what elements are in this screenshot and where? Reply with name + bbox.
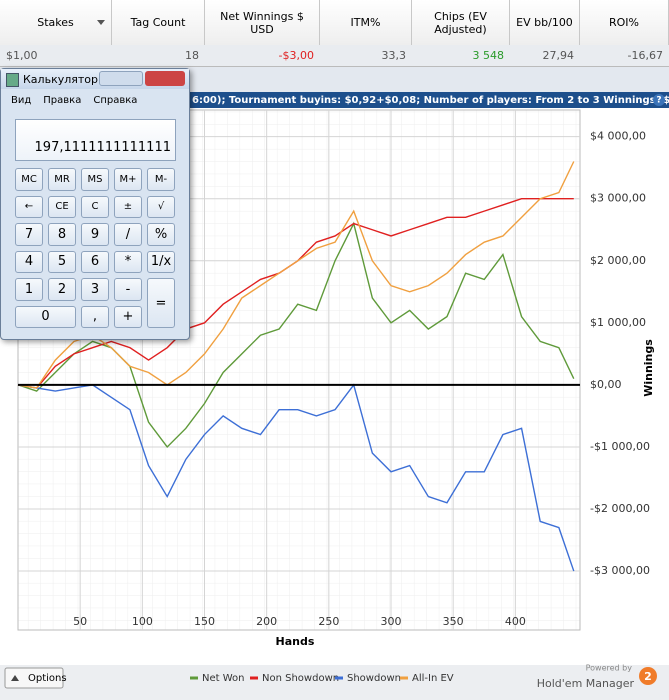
column-header[interactable]: Chips (EV Adjusted)	[412, 0, 510, 45]
column-header[interactable]: Stakes	[0, 0, 112, 45]
calc-button[interactable]: +	[114, 305, 142, 328]
calc-button[interactable]: 8	[48, 223, 76, 246]
powered-by: Powered by	[586, 664, 633, 673]
cell: 18	[112, 45, 205, 67]
menu-item[interactable]: Справка	[93, 95, 138, 106]
menu-item[interactable]: Вид	[11, 95, 32, 106]
calc-button[interactable]: C	[81, 195, 109, 218]
calc-titlebar: Калькулятор	[1, 69, 189, 89]
cell: -$3,00	[205, 45, 320, 67]
column-header[interactable]: Tag Count	[112, 0, 205, 45]
calc-button[interactable]: ←	[15, 195, 43, 218]
calc-button[interactable]: 9	[81, 223, 109, 246]
calc-button[interactable]: ,	[81, 305, 109, 328]
y-tick-label: -$3 000,00	[590, 564, 650, 577]
calc-button[interactable]: 2	[48, 278, 76, 301]
legend-label: Showdown	[347, 673, 401, 684]
x-axis-label: Hands	[276, 635, 315, 648]
calc-menu: Вид Правка Справка	[1, 89, 189, 111]
calc-button[interactable]: %	[147, 223, 175, 246]
series-line	[17, 383, 575, 572]
series-line	[17, 161, 575, 389]
calculator-window: Калькулятор Вид Правка Справка 197,1111111…	[0, 68, 190, 340]
y-tick-label: $3 000,00	[590, 192, 646, 205]
x-tick-label: 50	[73, 615, 87, 628]
cell: $1,00	[0, 45, 112, 67]
y-tick-label: -$1 000,00	[590, 440, 650, 453]
banner: 6:00); Tournament buyins: $0,92+$0,08; N…	[192, 95, 669, 106]
calc-button[interactable]: 4	[15, 250, 43, 273]
x-tick-label: 300	[381, 615, 402, 628]
y-axis-label: Winnings	[642, 339, 655, 397]
brand: Hold'em Manager	[537, 677, 635, 690]
calc-button[interactable]: M+	[114, 168, 142, 191]
y-tick-label: $4 000,00	[590, 130, 646, 143]
calc-button[interactable]: 5	[48, 250, 76, 273]
calc-button[interactable]: 1	[15, 278, 43, 301]
calc-button[interactable]: 3	[81, 278, 109, 301]
calc-button[interactable]: /	[114, 223, 142, 246]
options-button[interactable]	[4, 667, 64, 689]
column-header[interactable]: EV bb/100	[510, 0, 580, 45]
y-tick-label: -$2 000,00	[590, 502, 650, 515]
x-tick-label: 150	[194, 615, 215, 628]
x-tick-label: 200	[256, 615, 277, 628]
calc-button[interactable]: MS	[81, 168, 109, 191]
calc-button[interactable]: CE	[48, 195, 76, 218]
legend-label: Non Showdown	[262, 673, 339, 684]
column-header[interactable]: ITM%	[320, 0, 412, 45]
calc-display: 197,1111111111111	[15, 119, 176, 161]
calc-button[interactable]: MR	[48, 168, 76, 191]
column-header[interactable]: Net Winnings $ USD	[205, 0, 320, 45]
cell: 33,3	[320, 45, 412, 67]
calc-button[interactable]: MC	[15, 168, 43, 191]
x-tick-label: 250	[318, 615, 339, 628]
calc-icon	[6, 73, 19, 87]
calc-button[interactable]: =	[147, 278, 175, 328]
help[interactable]: ?	[656, 96, 661, 106]
calc-button[interactable]: 1/x	[147, 250, 175, 273]
y-tick-label: $0,00	[590, 378, 622, 391]
footer-bg	[0, 665, 669, 700]
x-tick-label: 350	[443, 615, 464, 628]
x-tick-label: 400	[505, 615, 526, 628]
column-header[interactable]: ROI%	[580, 0, 669, 45]
close-button[interactable]	[145, 71, 185, 86]
calc-button[interactable]: M-	[147, 168, 175, 191]
cell: 3 548	[412, 45, 510, 67]
calc-button[interactable]: *	[114, 250, 142, 273]
options-label[interactable]: Options	[28, 673, 67, 684]
help-icon[interactable]	[653, 94, 665, 106]
legend-label: All-In EV	[412, 673, 454, 684]
legend-label: Net Won	[202, 673, 245, 684]
calc-button[interactable]: √	[147, 195, 175, 218]
y-tick-label: $2 000,00	[590, 254, 646, 267]
calc-title: Калькулятор	[23, 72, 98, 86]
cell: -16,67	[580, 45, 669, 67]
calc-button[interactable]: 7	[15, 223, 43, 246]
calc-button[interactable]: 0	[15, 305, 76, 328]
menu-item[interactable]: Правка	[43, 95, 82, 106]
x-tick-label: 100	[132, 615, 153, 628]
options-arrow	[11, 675, 19, 681]
badge: 2	[644, 670, 652, 683]
dropdown-arrow	[97, 20, 105, 25]
calc-button[interactable]: -	[114, 278, 142, 301]
calc-button[interactable]: ±	[114, 195, 142, 218]
y-tick-label: $1 000,00	[590, 316, 646, 329]
plot-border	[17, 109, 581, 631]
window-controls[interactable]	[99, 71, 143, 86]
cell: 27,94	[510, 45, 580, 67]
badge-bg	[639, 667, 657, 685]
calc-button[interactable]: 6	[81, 250, 109, 273]
